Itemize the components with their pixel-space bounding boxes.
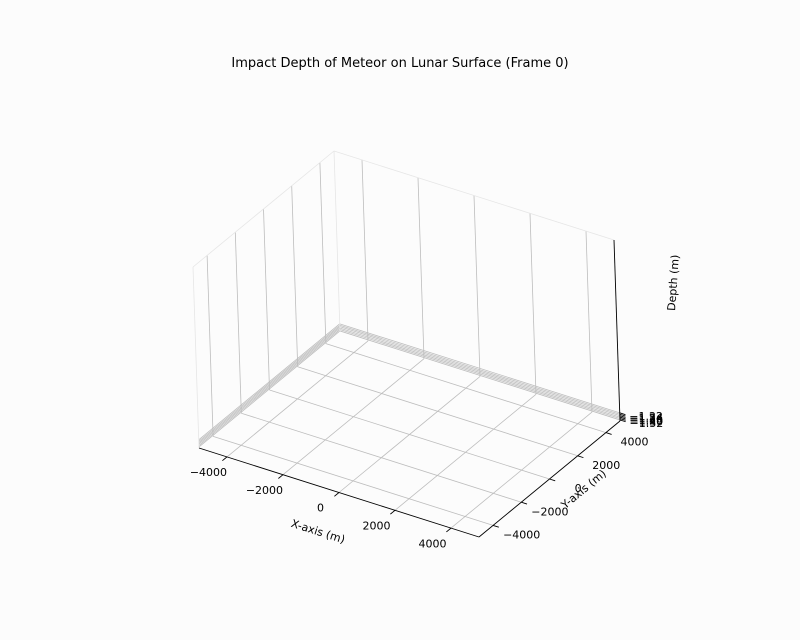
y-tick-label: 4000: [620, 436, 648, 449]
z-tick-label: −1.32: [629, 417, 663, 430]
z-tick-mark: [619, 415, 626, 418]
grid-line-y-wall: [291, 185, 299, 367]
grid-line-z-wall: [198, 324, 341, 442]
pane-edge: [333, 150, 341, 333]
grid-line-y-floor: [241, 412, 522, 503]
grid-line-x-back: [529, 213, 537, 395]
z-tick-label: −1.26: [629, 413, 663, 426]
x-tick-mark: [446, 527, 452, 533]
grid-line-z-wall: [198, 330, 341, 448]
x-tick-mark: [390, 509, 396, 515]
grid-line-x-back: [473, 195, 481, 377]
pane-edge: [333, 150, 615, 241]
y-tick-label: −4000: [503, 528, 540, 541]
label-group: −4000−2000020004000−4000−2000020004000−1…: [190, 254, 682, 550]
grid-line-y-floor: [212, 436, 494, 526]
grid-line-z-wall: [198, 326, 341, 443]
grid-line-z-back: [339, 330, 621, 421]
x-tick-label: 2000: [362, 520, 390, 533]
grid-line-x-back: [585, 231, 593, 413]
z-tick-mark: [619, 419, 626, 423]
z-tick-label: −1.22: [629, 410, 663, 423]
y-tick-mark: [549, 478, 556, 482]
x-tick-label: −4000: [190, 466, 227, 479]
z-tick-label: −1.28: [629, 414, 663, 427]
grid-line-y-wall: [206, 255, 214, 437]
grid-line-y-floor: [325, 343, 607, 433]
z-tick-mark: [619, 412, 626, 416]
x-tick-mark: [278, 474, 284, 479]
grid-line-y-wall: [234, 232, 242, 414]
grid-line-x-back: [417, 177, 425, 359]
grid-line-y-wall: [263, 208, 270, 391]
x-tick-mark: [334, 492, 340, 497]
grid-line-y-wall: [319, 162, 327, 344]
y-tick-label: 2000: [592, 459, 620, 472]
x-tick-label: 0: [317, 502, 324, 515]
x-tick-label: −2000: [246, 484, 283, 497]
grid-line-z-back: [339, 327, 620, 418]
grid-line-y-floor: [269, 389, 550, 480]
grid-line-y-floor: [297, 366, 578, 457]
axis-group: [198, 239, 626, 538]
grid-line-x-back: [361, 159, 369, 341]
x-tick-label: 4000: [418, 537, 446, 550]
x-tick-mark: [222, 456, 228, 462]
grid-group: [192, 150, 621, 529]
z-axis-line: [613, 239, 621, 422]
x-axis-title: X-axis (m): [290, 517, 347, 546]
grid-line-z-back: [339, 326, 620, 417]
z-tick-mark: [619, 416, 626, 420]
z-tick-label: −1.24: [629, 411, 663, 424]
z-tick-mark: [619, 413, 626, 417]
y-tick-mark: [492, 524, 499, 528]
y-tick-mark: [605, 432, 612, 435]
y-tick-mark: [577, 455, 584, 459]
grid-line-z-wall: [198, 329, 341, 446]
y-tick-label: −2000: [531, 505, 568, 518]
chart-title: Impact Depth of Meteor on Lunar Surface …: [231, 56, 569, 71]
grid-line-z-wall: [198, 323, 340, 441]
z-tick-mark: [619, 418, 626, 421]
y-tick-mark: [521, 501, 528, 505]
grid-line-z-wall: [198, 327, 341, 445]
pane-edge: [192, 150, 335, 268]
grid-line-z-back: [339, 323, 620, 414]
y-axis-title: Y-axis (m): [558, 467, 609, 512]
z-axis-title: Depth (m): [665, 254, 682, 311]
y-tick-label: 0: [575, 482, 582, 495]
pane-edge: [192, 266, 200, 449]
z-tick-label: −1.30: [629, 416, 663, 429]
grid-line-z-back: [339, 329, 621, 419]
pane-group: [193, 151, 620, 537]
grid-line-z-back: [339, 324, 620, 415]
